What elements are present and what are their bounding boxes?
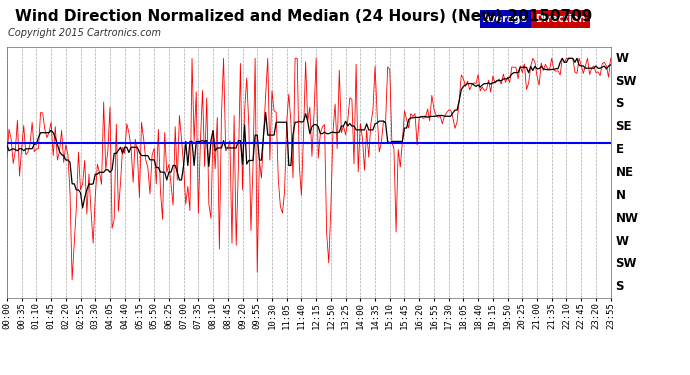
Text: W: W bbox=[615, 52, 629, 65]
Text: Copyright 2015 Cartronics.com: Copyright 2015 Cartronics.com bbox=[8, 28, 161, 38]
Text: S: S bbox=[615, 280, 624, 293]
Text: S: S bbox=[615, 98, 624, 111]
Text: SE: SE bbox=[615, 120, 632, 134]
Text: SW: SW bbox=[615, 75, 637, 88]
Text: Average: Average bbox=[483, 14, 528, 24]
Text: W: W bbox=[615, 234, 629, 248]
Text: Wind Direction Normalized and Median (24 Hours) (New) 20150709: Wind Direction Normalized and Median (24… bbox=[15, 9, 592, 24]
Text: Direction: Direction bbox=[535, 14, 586, 24]
Text: N: N bbox=[615, 189, 625, 202]
Text: NW: NW bbox=[615, 211, 638, 225]
Text: NE: NE bbox=[615, 166, 633, 179]
Text: E: E bbox=[615, 143, 624, 156]
Text: SW: SW bbox=[615, 257, 637, 270]
